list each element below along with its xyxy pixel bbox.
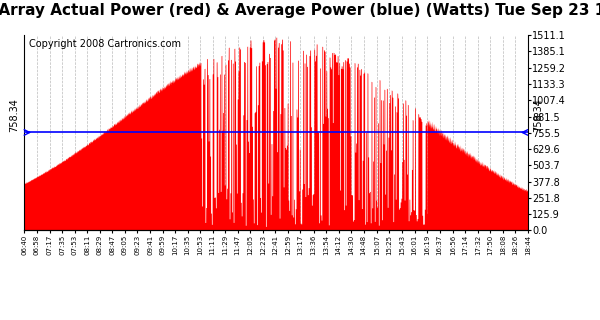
Text: 758.34: 758.34 (533, 99, 543, 132)
Text: East Array Actual Power (red) & Average Power (blue) (Watts) Tue Sep 23 18:44: East Array Actual Power (red) & Average … (0, 3, 600, 18)
Text: 758.34: 758.34 (9, 99, 19, 132)
Text: Copyright 2008 Cartronics.com: Copyright 2008 Cartronics.com (29, 39, 181, 49)
